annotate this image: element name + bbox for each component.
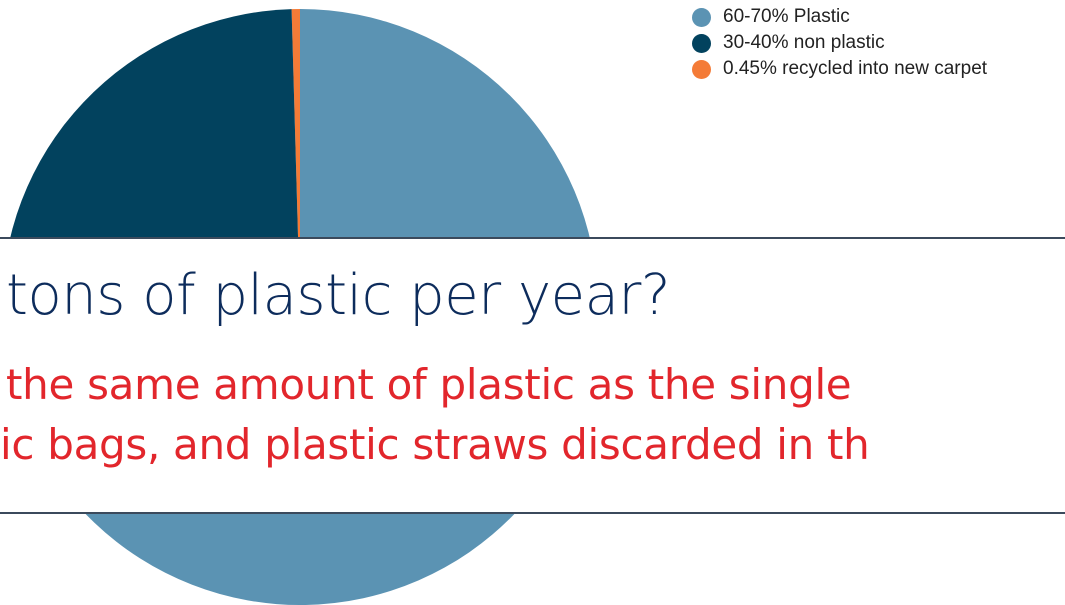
legend-swatch-recycled xyxy=(692,59,711,79)
banner-subtitle-line-2: ic bags, and plastic straws discarded in… xyxy=(0,420,870,469)
legend-swatch-plastic xyxy=(692,7,711,27)
banner-title: tons of plastic per year? xyxy=(6,263,671,328)
legend-item-recycled: 0.45% recycled into new carpet xyxy=(692,58,987,80)
banner-subtitle-line-1: the same amount of plastic as the single xyxy=(6,360,852,409)
legend-label-plastic: 60-70% Plastic xyxy=(723,6,850,27)
legend-item-non-plastic: 30-40% non plastic xyxy=(692,32,987,54)
legend-item-plastic: 60-70% Plastic xyxy=(692,6,987,28)
chart-legend: 60-70% Plastic 30-40% non plastic 0.45% … xyxy=(692,6,987,84)
legend-label-non-plastic: 30-40% non plastic xyxy=(723,32,885,53)
overlay-banner: tons of plastic per year? the same amoun… xyxy=(0,237,1065,514)
pie-slice-0-45-recycled-into-new-carpet xyxy=(291,9,300,307)
legend-label-recycled: 0.45% recycled into new carpet xyxy=(723,58,988,79)
legend-swatch-non-plastic xyxy=(692,33,711,53)
